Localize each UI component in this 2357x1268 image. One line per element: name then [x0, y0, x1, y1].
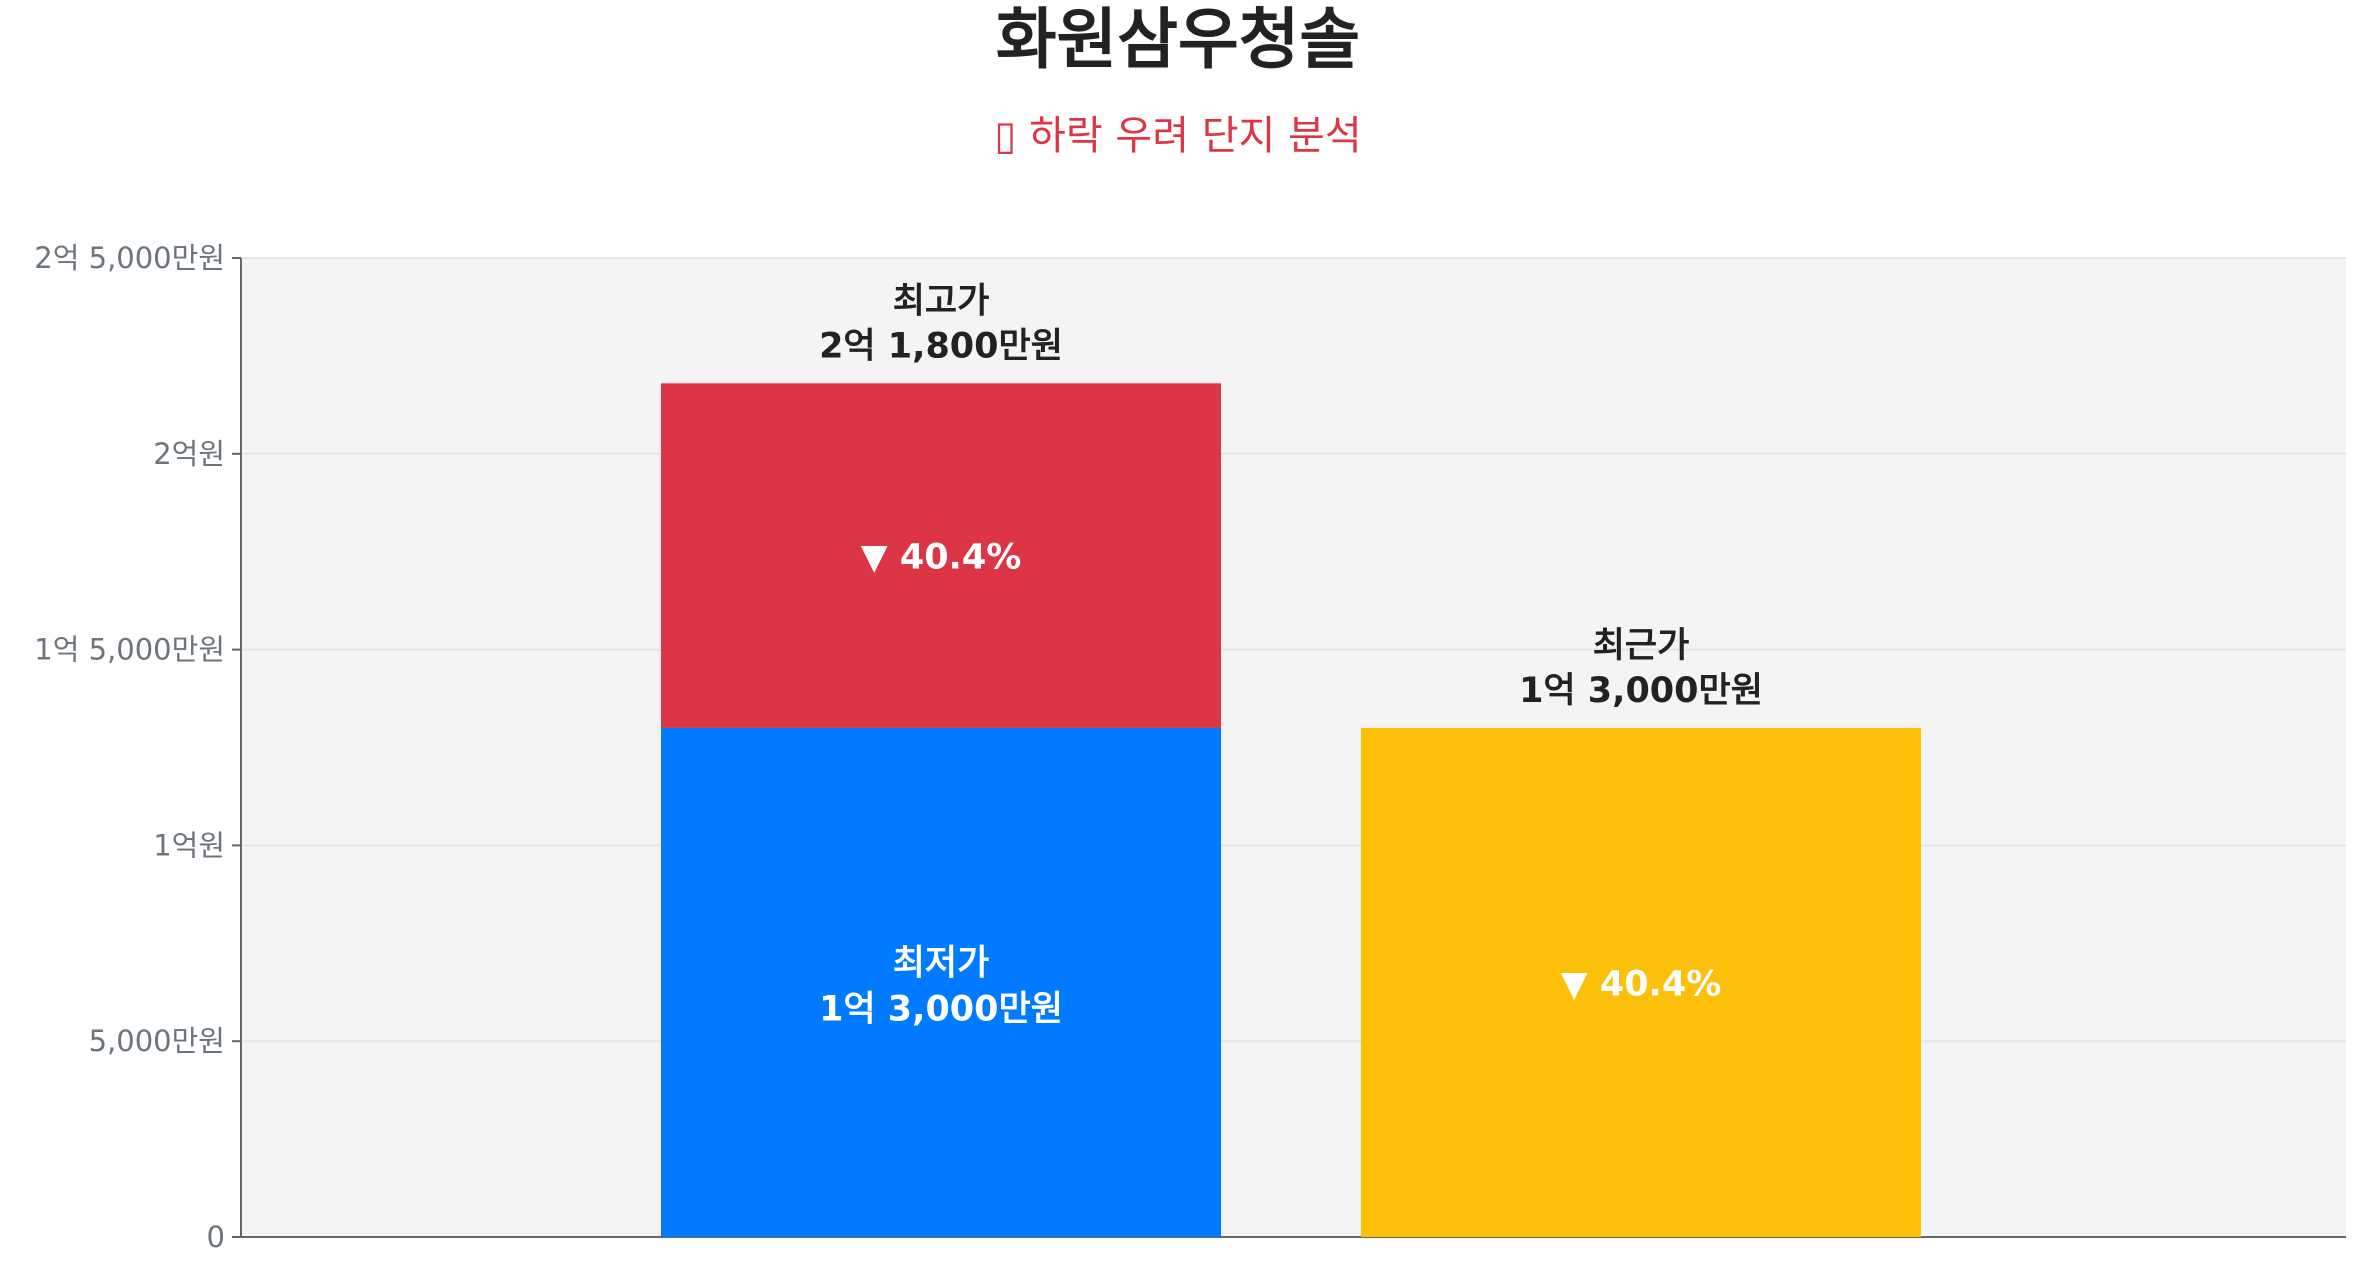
plot-background	[241, 258, 2346, 1237]
change-label-high: ▼ 40.4%	[861, 538, 1022, 578]
y-tick-label: 5,000만원	[89, 1024, 225, 1058]
bar-low	[661, 727, 1221, 1237]
bar-label-low: 최저가	[893, 943, 990, 983]
y-tick-label: 0	[207, 1220, 225, 1254]
bar-value-label-high: 2억 1,800만원	[819, 326, 1063, 366]
y-tick-label: 2억원	[153, 437, 225, 471]
change-label-recent: ▼ 40.4%	[1561, 964, 1722, 1004]
bar-high	[661, 383, 1221, 728]
chart-title: 화원삼우청솔	[996, 1, 1360, 78]
bar-label-high: 최고가	[893, 281, 990, 321]
y-tick-label: 1억 5,000만원	[34, 633, 225, 667]
y-tick-label: 1억원	[153, 828, 225, 862]
bar-value-label-low: 1억 3,000만원	[819, 989, 1063, 1029]
y-tick-label: 2억 5,000만원	[34, 241, 225, 275]
chart-subtitle: ▯ 하락 우려 단지 분석	[994, 113, 1361, 159]
bar-value-label-recent: 1억 3,000만원	[1519, 671, 1763, 711]
bar-label-recent: 최근가	[1593, 626, 1690, 666]
bar-recent	[1361, 727, 1921, 1237]
